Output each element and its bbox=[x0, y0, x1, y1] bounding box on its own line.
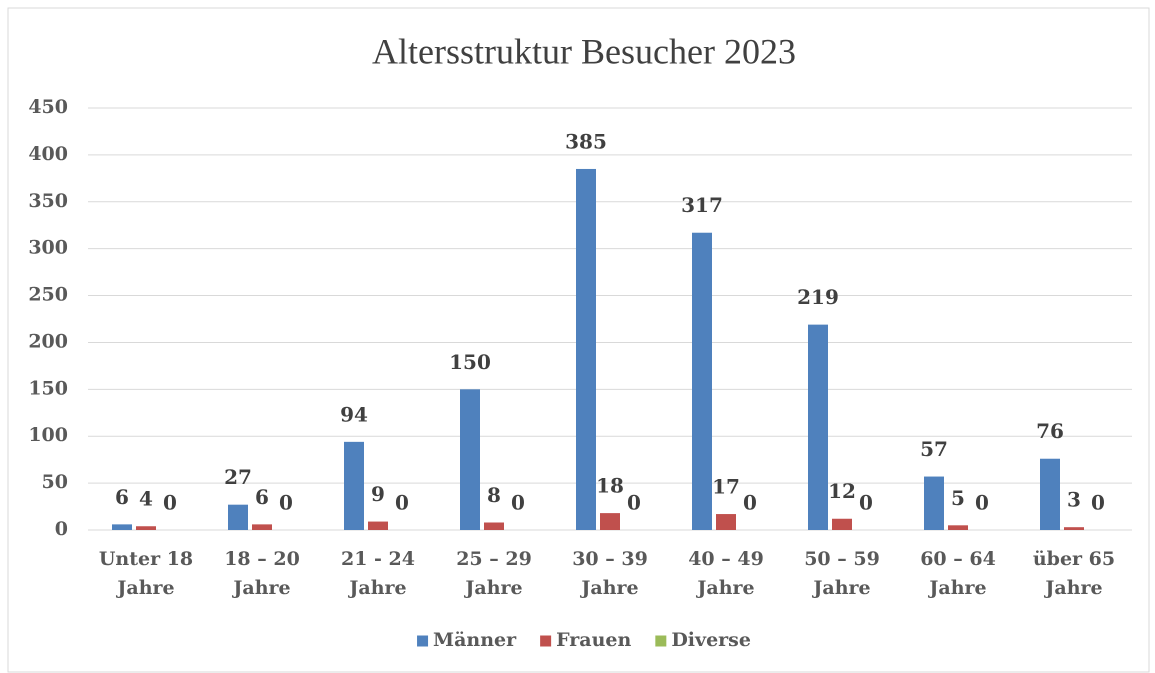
bar bbox=[576, 168, 596, 530]
data-label: 0 bbox=[279, 491, 293, 515]
data-label: 12 bbox=[828, 479, 856, 503]
bar bbox=[924, 476, 944, 530]
data-label: 18 bbox=[596, 474, 624, 498]
data-label: 0 bbox=[511, 491, 525, 515]
chart-title: Altersstruktur Besucher 2023 bbox=[372, 31, 796, 71]
data-label: 94 bbox=[340, 402, 368, 426]
bar bbox=[832, 518, 852, 530]
data-label: 9 bbox=[371, 482, 385, 506]
x-tick-label: 18 – 20 Jahre bbox=[224, 548, 300, 599]
bar bbox=[948, 525, 968, 530]
data-label: 76 bbox=[1036, 419, 1064, 443]
data-label: 4 bbox=[139, 487, 153, 511]
bar bbox=[228, 504, 248, 530]
bar bbox=[716, 514, 736, 530]
data-label: 3 bbox=[1067, 488, 1081, 512]
data-label: 0 bbox=[627, 491, 641, 515]
data-label: 27 bbox=[224, 465, 252, 489]
bar bbox=[1040, 458, 1060, 530]
legend-label: Frauen bbox=[556, 629, 631, 651]
x-tick-label: Unter 18 Jahre bbox=[98, 548, 194, 599]
x-tick-label: 40 – 49 Jahre bbox=[688, 548, 764, 599]
bar bbox=[112, 524, 132, 530]
y-tick-label: 150 bbox=[28, 377, 68, 399]
data-label: 0 bbox=[163, 491, 177, 515]
bar bbox=[136, 526, 156, 530]
legend-swatch bbox=[417, 635, 429, 647]
y-tick-label: 450 bbox=[28, 96, 68, 118]
x-tick-label: 60 – 64 Jahre bbox=[920, 548, 996, 599]
data-label: 0 bbox=[859, 491, 873, 515]
data-label: 0 bbox=[743, 491, 757, 515]
legend-label: Diverse bbox=[671, 629, 751, 651]
y-tick-label: 300 bbox=[28, 237, 68, 259]
y-tick-label: 200 bbox=[28, 330, 68, 352]
bar bbox=[368, 521, 388, 530]
data-label: 5 bbox=[951, 486, 965, 510]
y-tick-label: 250 bbox=[28, 284, 68, 306]
bar bbox=[808, 324, 828, 530]
bar bbox=[692, 232, 712, 531]
data-label: 17 bbox=[712, 475, 740, 499]
bar bbox=[460, 389, 480, 530]
data-label: 6 bbox=[115, 485, 129, 509]
y-tick-label: 100 bbox=[28, 424, 68, 446]
bar bbox=[600, 513, 620, 530]
x-tick-label: 50 – 59 Jahre bbox=[804, 548, 880, 599]
data-label: 317 bbox=[681, 193, 723, 217]
data-label: 6 bbox=[255, 485, 269, 509]
bar bbox=[1064, 527, 1084, 530]
legend-swatch bbox=[655, 635, 667, 647]
x-tick-label: 25 – 29 Jahre bbox=[456, 548, 532, 599]
y-tick-label: 50 bbox=[42, 471, 68, 493]
data-label: 0 bbox=[1091, 491, 1105, 515]
data-label: 219 bbox=[797, 285, 839, 309]
y-tick-label: 0 bbox=[55, 518, 68, 540]
data-label: 0 bbox=[975, 491, 989, 515]
data-label: 8 bbox=[487, 483, 501, 507]
y-tick-label: 350 bbox=[28, 190, 68, 212]
data-label: 385 bbox=[565, 129, 607, 153]
bar bbox=[252, 524, 272, 530]
x-tick-label: 21 - 24 Jahre bbox=[341, 548, 415, 599]
bar bbox=[484, 522, 504, 530]
legend-swatch bbox=[540, 635, 552, 647]
bar bbox=[344, 441, 364, 530]
legend-label: Männer bbox=[433, 629, 517, 651]
x-tick-label: 30 – 39 Jahre bbox=[572, 548, 648, 599]
data-label: 150 bbox=[449, 350, 491, 374]
data-label: 57 bbox=[920, 437, 948, 461]
x-tick-label: über 65 Jahre bbox=[1032, 548, 1116, 599]
y-tick-label: 400 bbox=[28, 143, 68, 165]
data-label: 0 bbox=[395, 491, 409, 515]
